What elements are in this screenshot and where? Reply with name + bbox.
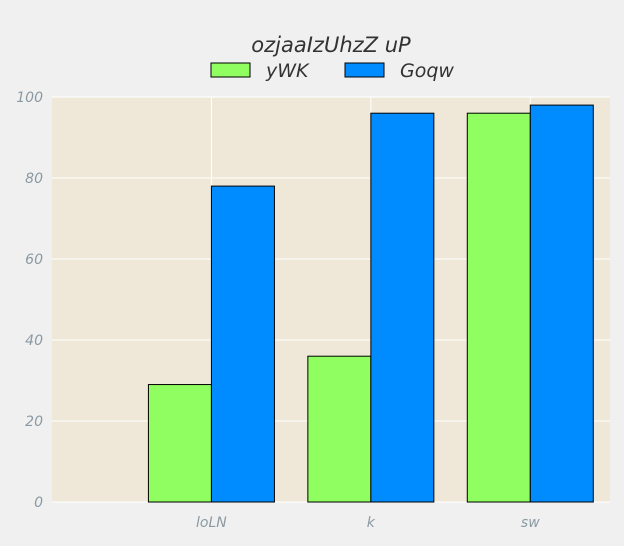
bar-yWK-sw (466, 112, 531, 503)
bar-yWK-k (307, 355, 372, 503)
bar-Goqw-loLN (210, 185, 275, 503)
legend-swatch-Goqw (344, 62, 385, 78)
bar-yWK-loLN (147, 384, 212, 503)
bar-Goqw-k (370, 112, 435, 503)
x-axis: loLN k sw (196, 515, 540, 531)
y-tick-label: 0 (34, 495, 43, 511)
y-tick-label: 80 (25, 171, 43, 187)
x-tick-label: loLN (196, 515, 227, 531)
x-tick-label: sw (521, 515, 540, 531)
y-tick-label: 60 (25, 252, 43, 268)
legend-swatch-yWK (210, 62, 251, 78)
legend-label-Goqw: Goqw (400, 60, 454, 82)
x-tick-label: k (367, 515, 376, 531)
legend: yWK Goqw (210, 60, 454, 82)
legend-label-yWK: yWK (265, 60, 310, 82)
y-tick-label: 100 (16, 90, 43, 106)
y-axis: 0 20 40 60 80 100 (16, 90, 43, 511)
bars (147, 104, 594, 503)
chart-title: ozjaaIzUhzZ uP (251, 33, 411, 57)
y-tick-label: 20 (25, 414, 43, 430)
y-tick-label: 40 (25, 333, 43, 349)
bar-Goqw-sw (529, 104, 594, 503)
